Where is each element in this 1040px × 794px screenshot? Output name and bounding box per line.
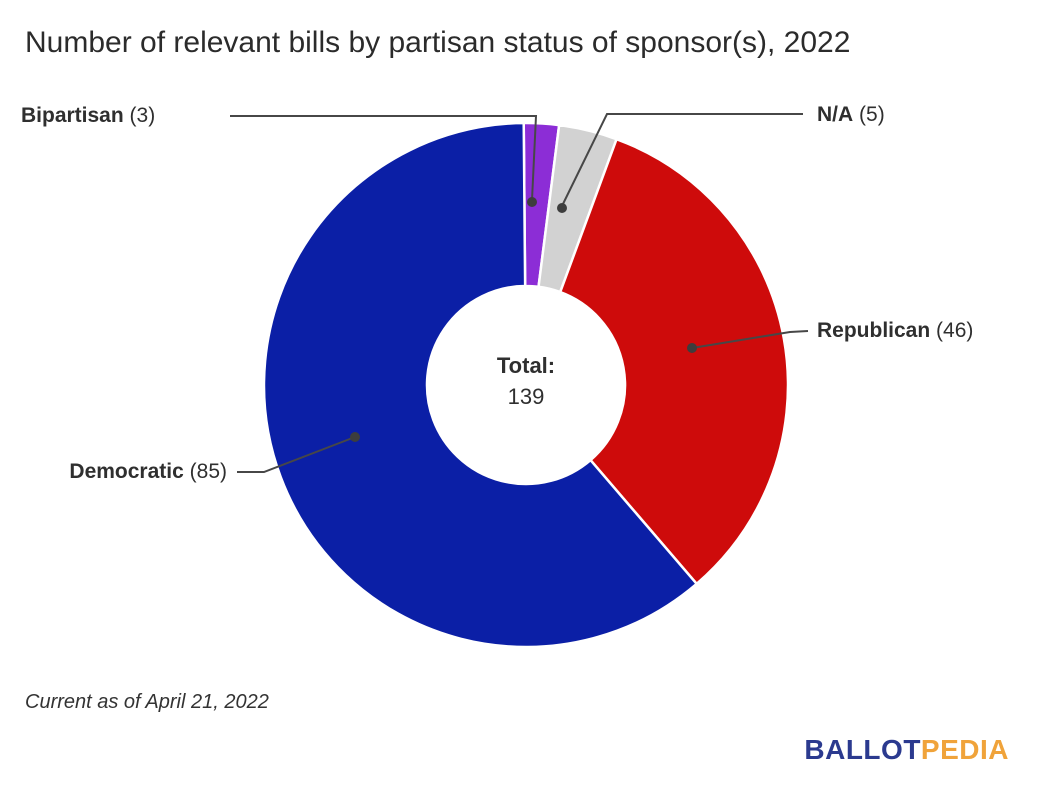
leader-dot-na bbox=[557, 203, 567, 213]
ballotpedia-logo: BALLOTPEDIA bbox=[804, 734, 1009, 766]
callout-label-na-name: N/A bbox=[817, 103, 854, 126]
callout-label-democratic-count: (85) bbox=[189, 460, 227, 483]
current-as-of-note: Current as of April 21, 2022 bbox=[25, 691, 269, 713]
leader-line-republican bbox=[691, 330, 809, 349]
ballotpedia-logo-orange: PEDIA bbox=[920, 734, 1009, 765]
callout-label-bipartisan-count: (3) bbox=[129, 104, 156, 127]
leader-dot-republican bbox=[687, 343, 697, 353]
total-value: 139 bbox=[507, 384, 545, 409]
ballotpedia-logo-blue: BALLOT bbox=[804, 734, 921, 765]
total-label: Total: bbox=[496, 353, 556, 378]
callout-label-democratic: Democratic (85) bbox=[0, 459, 227, 485]
slice-republican bbox=[558, 137, 790, 586]
chart-title: Number of relevant bills by partisan sta… bbox=[25, 26, 851, 59]
leader-dot-democratic bbox=[350, 432, 360, 442]
donut-slices bbox=[262, 121, 790, 649]
leader-lines bbox=[230, 113, 809, 473]
callout-label-bipartisan-name: Bipartisan bbox=[21, 104, 124, 127]
callout-label-republican: Republican (46) bbox=[817, 318, 973, 344]
callout-label-republican-name: Republican bbox=[817, 319, 931, 342]
donut-center-label: Total: 139 bbox=[426, 351, 626, 412]
callout-label-na: N/A (5) bbox=[817, 102, 885, 128]
slice-democratic bbox=[262, 121, 698, 649]
callout-label-na-count: (5) bbox=[859, 103, 885, 126]
leader-line-bipartisan bbox=[230, 115, 538, 201]
callout-label-bipartisan: Bipartisan (3) bbox=[21, 103, 155, 129]
leader-line-democratic bbox=[237, 436, 356, 473]
callout-label-democratic-name: Democratic bbox=[69, 460, 184, 483]
leader-dot-bipartisan bbox=[527, 197, 537, 207]
leader-line-na bbox=[561, 113, 803, 207]
callout-label-republican-count: (46) bbox=[936, 319, 974, 342]
